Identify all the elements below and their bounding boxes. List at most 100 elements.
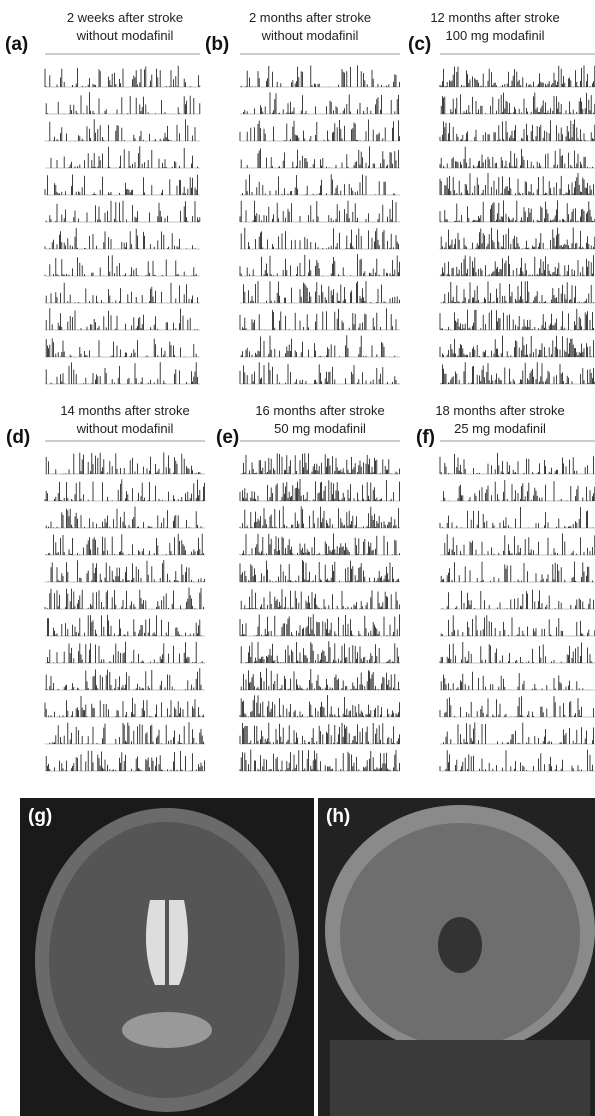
- activity-trace: [240, 695, 400, 717]
- activity-trace: [240, 560, 400, 582]
- panel-label: (g): [28, 806, 52, 827]
- actigraphy-panel: (a) 2 weeks after stroke without modafinil: [5, 10, 200, 384]
- activity-trace: [240, 146, 398, 168]
- activity-trace: [441, 281, 593, 303]
- activity-trace: [440, 309, 595, 330]
- activity-trace: [440, 120, 595, 142]
- panel-label: (f): [416, 427, 435, 448]
- activity-trace: [45, 479, 205, 501]
- actigraphy-panel: (e) 16 months after stroke 50 mg modafinil: [216, 403, 400, 771]
- actigraphy-panel: (d) 14 months after stroke without modafin…: [6, 403, 205, 771]
- activity-trace: [440, 453, 595, 474]
- activity-trace: [51, 146, 197, 168]
- panel-title: 18 months after stroke: [435, 403, 564, 418]
- activity-trace: [46, 534, 204, 555]
- activity-trace: [45, 722, 203, 744]
- activity-trace: [440, 147, 594, 168]
- activity-trace: [240, 723, 400, 744]
- panel-title: 100 mg modafinil: [446, 28, 545, 43]
- activity-trace: [440, 642, 592, 663]
- lesion: [438, 917, 482, 973]
- activity-trace: [45, 66, 200, 87]
- actigraphy-panels: (a) 2 weeks after stroke without modafinil…: [5, 10, 595, 771]
- activity-trace: [240, 506, 400, 528]
- activity-trace: [241, 335, 395, 357]
- activity-trace: [440, 750, 592, 771]
- activity-trace: [47, 642, 204, 663]
- activity-trace: [45, 228, 199, 249]
- activity-trace: [240, 120, 400, 142]
- neck-region: [330, 1040, 590, 1116]
- panel-title: without modafinil: [261, 28, 359, 43]
- activity-trace: [240, 228, 398, 249]
- activity-trace: [46, 308, 197, 330]
- activity-trace: [440, 507, 594, 528]
- activity-trace: [240, 614, 400, 636]
- activity-trace: [241, 668, 399, 690]
- panel-label: (a): [5, 34, 28, 55]
- activity-trace: [46, 362, 197, 384]
- mri-panels: (g) (h): [20, 798, 595, 1116]
- panel-title: 25 mg modafinil: [454, 421, 546, 436]
- activity-trace: [46, 92, 200, 114]
- activity-trace: [440, 696, 594, 717]
- activity-trace: [46, 283, 198, 303]
- panel-label: (h): [326, 806, 350, 827]
- activity-trace: [440, 173, 594, 195]
- panel-title: 14 months after stroke: [60, 403, 189, 418]
- activity-trace: [240, 200, 396, 222]
- activity-trace: [441, 562, 592, 583]
- panel-title: 12 months after stroke: [430, 10, 559, 25]
- activity-trace: [240, 479, 400, 501]
- activity-trace: [45, 119, 200, 141]
- panel-title: 16 months after stroke: [255, 403, 384, 418]
- actigraphy-panel: (f)18 months after stroke 25 mg modafinil: [416, 403, 595, 771]
- activity-trace: [440, 65, 595, 87]
- activity-trace: [47, 615, 201, 636]
- activity-trace: [46, 507, 204, 529]
- activity-trace: [445, 534, 595, 556]
- activity-trace: [441, 615, 595, 636]
- activity-trace: [441, 93, 595, 114]
- activity-trace: [45, 175, 197, 196]
- activity-trace: [440, 228, 595, 249]
- panel-title: 2 weeks after stroke: [67, 10, 183, 25]
- figure: (a) 2 weeks after stroke without modafinil…: [0, 0, 595, 1116]
- activity-trace: [45, 338, 196, 357]
- activity-trace: [444, 722, 595, 744]
- activity-trace: [240, 362, 398, 384]
- panel-label: (d): [6, 427, 30, 448]
- activity-trace: [441, 362, 595, 384]
- activity-trace: [46, 201, 200, 222]
- activity-trace: [241, 65, 399, 87]
- activity-trace: [240, 453, 400, 474]
- panel-title: 2 months after stroke: [249, 10, 371, 25]
- activity-trace: [441, 672, 589, 690]
- activity-trace: [240, 534, 400, 556]
- actigraphy-panel: (b) 2 months after stroke without modafini…: [205, 10, 400, 384]
- posterior-region: [122, 1012, 212, 1048]
- activity-trace: [45, 668, 202, 690]
- actigraphy-panel: (c) 12 months after stroke 100 mg modafini…: [408, 10, 595, 384]
- panel-title: without modafinil: [76, 421, 174, 436]
- activity-trace: [444, 480, 595, 501]
- activity-trace: [46, 453, 201, 475]
- activity-trace: [244, 92, 400, 114]
- panel-label: (e): [216, 427, 239, 448]
- panel-label: (b): [205, 34, 229, 55]
- panel-title: without modafinil: [76, 28, 174, 43]
- activity-trace: [440, 255, 594, 276]
- panel-label: (c): [408, 34, 431, 55]
- activity-trace: [441, 590, 593, 609]
- activity-trace: [244, 281, 400, 303]
- activity-trace: [240, 308, 397, 330]
- activity-trace: [45, 560, 205, 582]
- activity-trace: [240, 641, 400, 663]
- activity-trace: [240, 750, 400, 772]
- brain: [49, 822, 285, 1098]
- activity-trace: [440, 336, 595, 358]
- activity-trace: [45, 588, 203, 610]
- panel-title: 50 mg modafinil: [274, 421, 366, 436]
- activity-trace: [240, 254, 400, 276]
- activity-trace: [45, 255, 200, 276]
